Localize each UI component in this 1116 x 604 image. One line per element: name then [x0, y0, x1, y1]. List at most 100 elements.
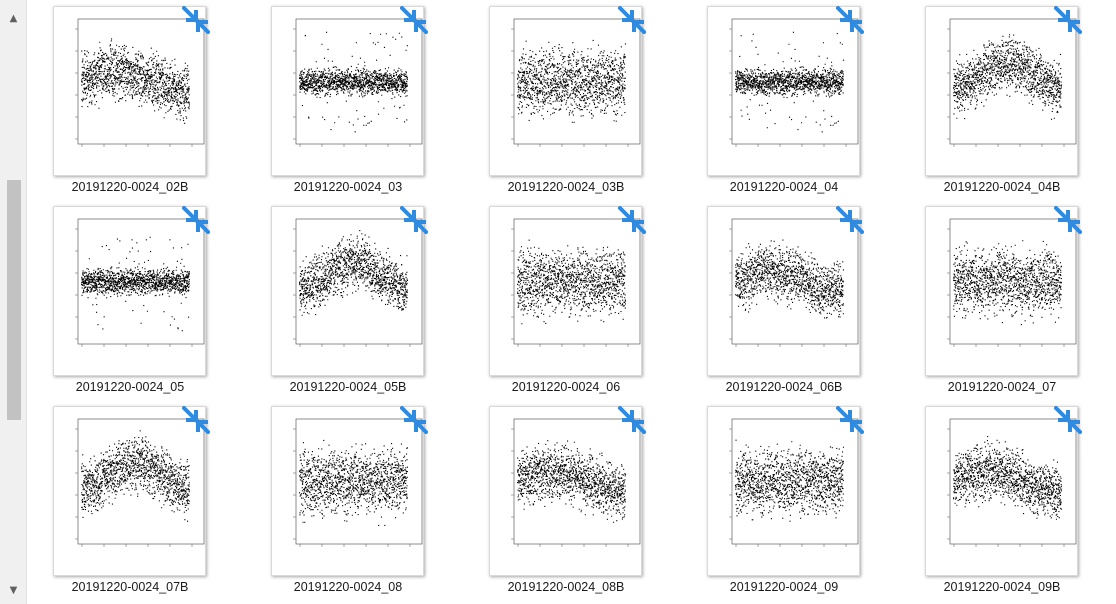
file-item[interactable]: 20191220-0024_05B [268, 206, 428, 403]
file-grid: 20191220-0024_02B 20191220-0024_03 2019122… [50, 6, 1082, 603]
sync-icon [1054, 6, 1082, 34]
file-thumbnail[interactable] [925, 206, 1078, 376]
scatter-points [299, 439, 408, 526]
plot-frame [513, 18, 641, 145]
file-thumbnail[interactable] [707, 6, 860, 176]
sync-icon [836, 406, 864, 434]
scrollbar-thumb[interactable] [7, 180, 21, 420]
scatter-plot-thumbnail [729, 18, 859, 147]
file-thumbnail[interactable] [53, 206, 206, 376]
file-name-label[interactable]: 20191220-0024_07B [71, 580, 189, 594]
scatter-plot-thumbnail [947, 18, 1077, 147]
sync-icon [182, 206, 210, 234]
plot-frame [295, 18, 423, 145]
file-item[interactable]: 20191220-0024_07B [50, 406, 210, 603]
scatter-points [953, 34, 1062, 120]
file-name-label[interactable]: 20191220-0024_09 [729, 580, 839, 594]
file-name-label[interactable]: 20191220-0024_05B [289, 380, 407, 394]
file-thumbnail[interactable] [489, 406, 642, 576]
scatter-plot-thumbnail [947, 418, 1077, 547]
plot-frame [731, 218, 859, 345]
file-thumbnail[interactable] [489, 206, 642, 376]
file-item[interactable]: 20191220-0024_03 [268, 6, 428, 203]
file-item[interactable]: 20191220-0024_06B [704, 206, 864, 403]
file-name-label[interactable]: 20191220-0024_02B [71, 180, 189, 194]
scatter-points [299, 230, 408, 316]
file-thumbnail[interactable] [489, 6, 642, 176]
file-name-label[interactable]: 20191220-0024_06 [511, 380, 621, 394]
sync-icon [1054, 406, 1082, 434]
plot-frame [77, 418, 205, 545]
scatter-plot-thumbnail [729, 218, 859, 347]
file-item[interactable]: 20191220-0024_04B [922, 6, 1082, 203]
file-thumbnail[interactable] [53, 406, 206, 576]
file-item[interactable]: 20191220-0024_08 [268, 406, 428, 603]
file-thumbnail[interactable] [707, 206, 860, 376]
file-thumbnail[interactable] [271, 406, 424, 576]
scroll-up-icon[interactable]: ▲ [9, 12, 18, 24]
file-item[interactable]: 20191220-0024_06 [486, 206, 646, 403]
scatter-points [81, 38, 190, 124]
file-name-label[interactable]: 20191220-0024_03B [507, 180, 625, 194]
scatter-points [735, 31, 844, 133]
file-item[interactable]: 20191220-0024_03B [486, 6, 646, 203]
sync-icon [400, 406, 428, 434]
scatter-points [953, 436, 1062, 520]
scroll-down-icon[interactable]: ▼ [9, 584, 18, 596]
scatter-plot-thumbnail [75, 218, 205, 347]
file-thumbnail[interactable] [925, 6, 1078, 176]
file-name-label[interactable]: 20191220-0024_07 [947, 380, 1057, 394]
file-name-label[interactable]: 20191220-0024_03 [293, 180, 403, 194]
scatter-points [953, 240, 1062, 326]
file-item[interactable]: 20191220-0024_08B [486, 406, 646, 603]
file-item[interactable]: 20191220-0024_09 [704, 406, 864, 603]
scatter-points [735, 239, 844, 319]
scatter-points [517, 440, 626, 523]
plot-frame [949, 418, 1077, 545]
scatter-points [81, 430, 190, 522]
file-name-label[interactable]: 20191220-0024_05 [75, 380, 185, 394]
file-item[interactable]: 20191220-0024_05 [50, 206, 210, 403]
file-item[interactable]: 20191220-0024_02B [50, 6, 210, 203]
plot-frame [731, 18, 859, 145]
scatter-plot-thumbnail [75, 418, 205, 547]
scatter-plot-thumbnail [293, 18, 423, 147]
scatter-points [735, 439, 844, 522]
scatter-points [517, 239, 626, 325]
sync-icon [400, 6, 428, 34]
plot-frame [77, 18, 205, 145]
plot-frame [949, 18, 1077, 145]
plot-frame [731, 418, 859, 545]
plot-frame [949, 218, 1077, 345]
file-item[interactable]: 20191220-0024_04 [704, 6, 864, 203]
file-thumbnail[interactable] [707, 406, 860, 576]
file-name-label[interactable]: 20191220-0024_09B [943, 580, 1061, 594]
plot-frame [513, 418, 641, 545]
plot-frame [295, 218, 423, 345]
vertical-scrollbar[interactable]: ▲ ▼ [0, 0, 27, 604]
file-name-label[interactable]: 20191220-0024_08B [507, 580, 625, 594]
file-name-label[interactable]: 20191220-0024_04 [729, 180, 839, 194]
file-thumbnail[interactable] [925, 406, 1078, 576]
file-name-label[interactable]: 20191220-0024_08 [293, 580, 403, 594]
file-name-label[interactable]: 20191220-0024_06B [725, 380, 843, 394]
sync-icon [836, 206, 864, 234]
plot-frame [77, 218, 205, 345]
sync-icon [182, 6, 210, 34]
scatter-plot-thumbnail [511, 418, 641, 547]
plot-frame [295, 418, 423, 545]
sync-icon [400, 206, 428, 234]
scatter-plot-thumbnail [293, 418, 423, 547]
file-thumbnail[interactable] [271, 6, 424, 176]
scatter-plot-thumbnail [511, 218, 641, 347]
scatter-points [299, 31, 408, 133]
file-thumbnail[interactable] [53, 6, 206, 176]
file-thumbnail[interactable] [271, 206, 424, 376]
file-name-label[interactable]: 20191220-0024_04B [943, 180, 1061, 194]
file-item[interactable]: 20191220-0024_09B [922, 406, 1082, 603]
sync-icon [1054, 206, 1082, 234]
file-item[interactable]: 20191220-0024_07 [922, 206, 1082, 403]
scatter-plot-thumbnail [511, 18, 641, 147]
sync-icon [618, 406, 646, 434]
scatter-plot-thumbnail [729, 418, 859, 547]
